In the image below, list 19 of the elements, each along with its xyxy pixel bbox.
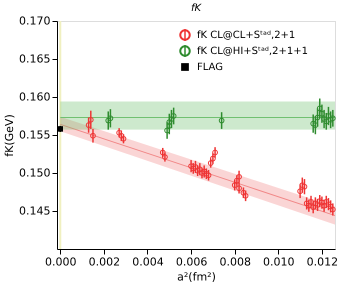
y-tick-label: 0.170 — [19, 14, 50, 28]
y-tick-label: 0.155 — [19, 128, 50, 142]
x-tick-label: 0.004 — [132, 256, 164, 268]
y-axis-title: fK(GeV) — [3, 114, 16, 157]
legend-label: FLAG — [197, 62, 223, 73]
x-tick-label: 0.002 — [88, 256, 120, 268]
legend-label: fK CL@HI+Sᵗᵃᵈ,2+1+1 — [197, 46, 308, 57]
x-tick-label: 0.012 — [306, 256, 338, 268]
legend-label: fK CL@CL+Sᵗᵃᵈ,2+1 — [197, 30, 296, 41]
y-tick-label: 0.145 — [19, 204, 50, 218]
x-tick-label: 0.006 — [176, 256, 208, 268]
x-tick-label: 0.000 — [45, 256, 77, 268]
y-tick-label: 0.150 — [19, 166, 50, 180]
x-tick-label: 0.008 — [219, 256, 251, 268]
x-tick-label: 0.010 — [263, 256, 295, 268]
chart-title: fK — [190, 3, 202, 14]
y-tick-label: 0.160 — [19, 90, 50, 104]
y-tick-label: 0.165 — [19, 52, 50, 66]
x-axis-title: a²(fm²) — [177, 270, 216, 282]
